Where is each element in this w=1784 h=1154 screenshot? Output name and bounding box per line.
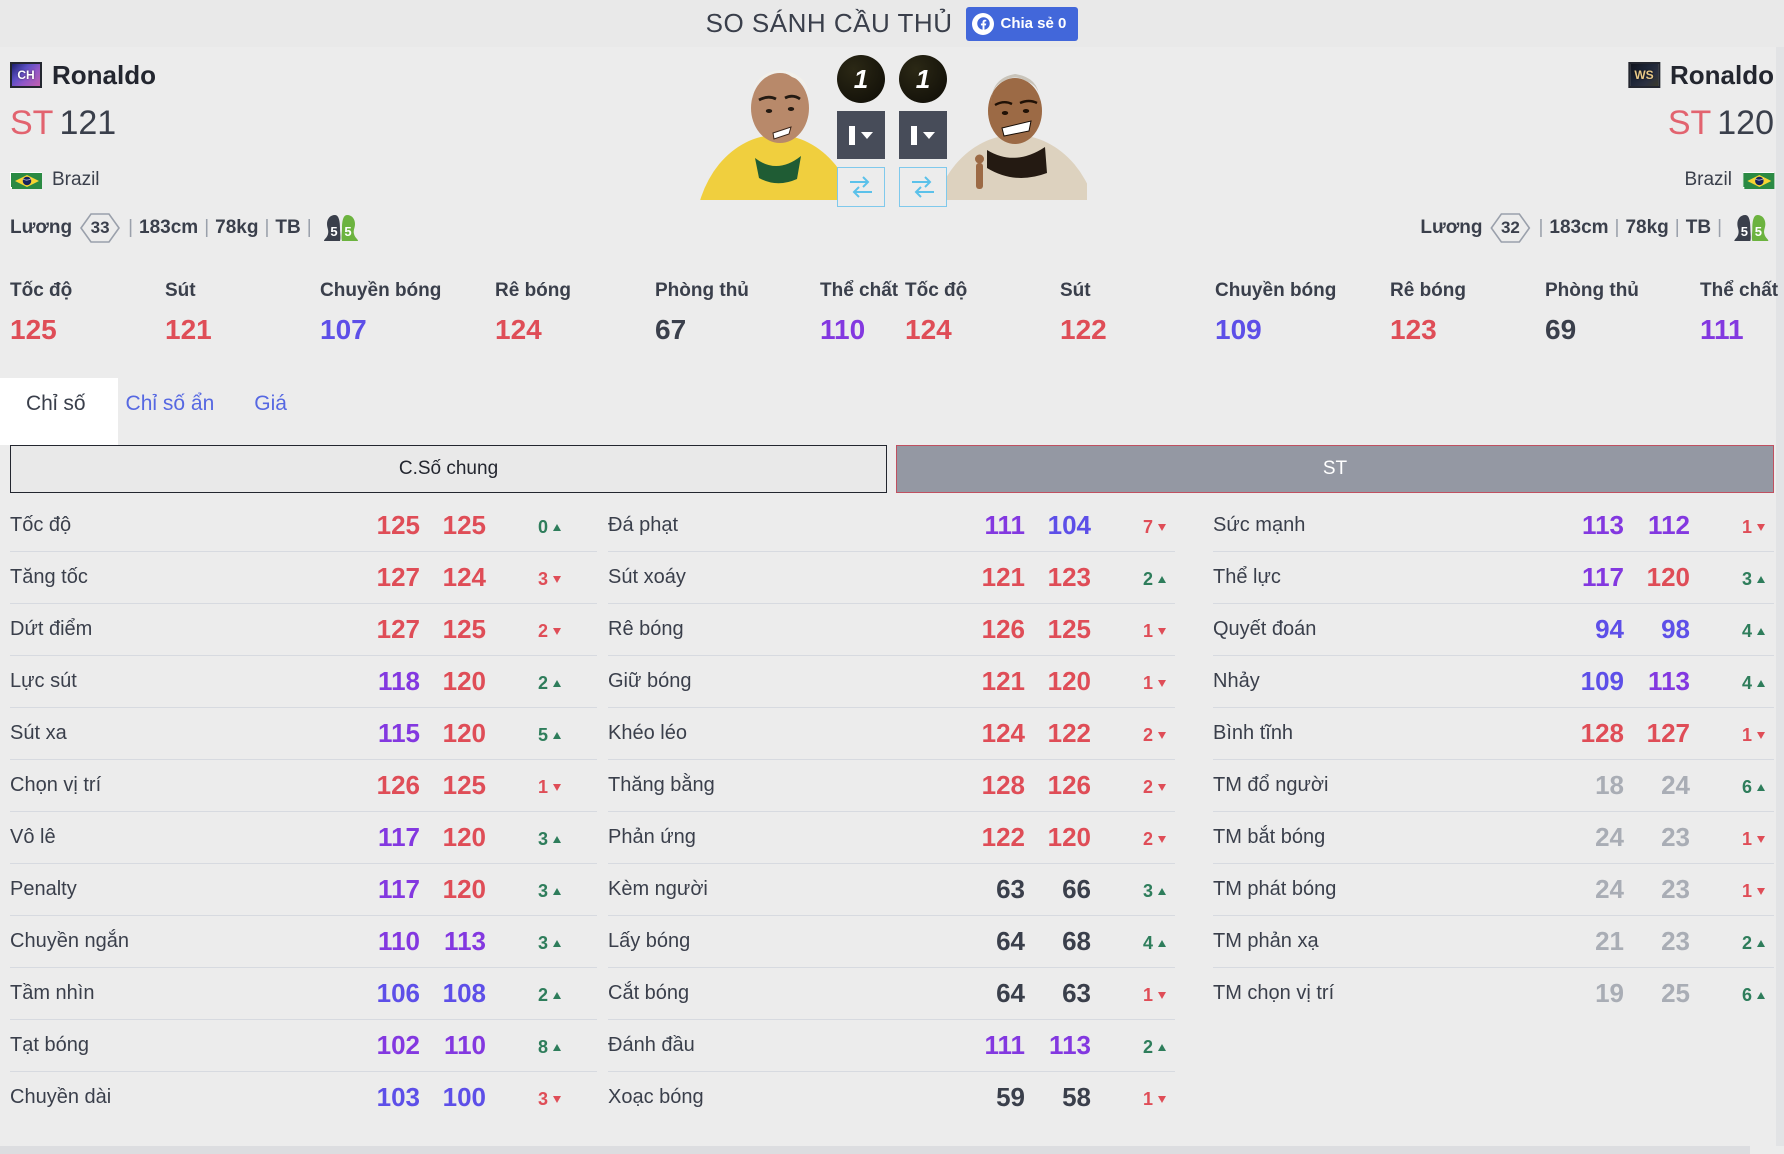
svg-text:5: 5	[344, 224, 351, 239]
svg-text:5: 5	[1740, 224, 1747, 239]
svg-text:5: 5	[330, 224, 337, 239]
svg-text:5: 5	[1754, 224, 1761, 239]
